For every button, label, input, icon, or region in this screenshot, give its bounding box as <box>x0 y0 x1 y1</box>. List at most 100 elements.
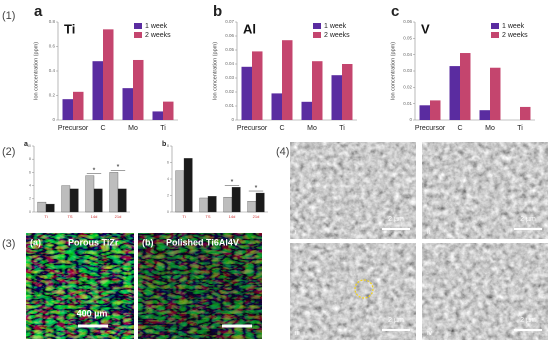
bar <box>37 201 47 213</box>
bar <box>152 111 163 120</box>
x-tick-label: 14d <box>229 214 236 219</box>
bar <box>271 93 282 120</box>
image-label: iv <box>427 330 433 337</box>
section-label: (3) <box>2 238 15 250</box>
scale-text: 2 µm <box>388 317 404 324</box>
y-tick-label: 0.4 <box>49 68 56 73</box>
x-tick-label: Ti <box>182 214 185 219</box>
x-tick-label: Precursor <box>58 125 89 132</box>
x-tick-label: C <box>279 125 284 132</box>
x-tick-label: 21d <box>115 214 122 219</box>
y-tick-label: 0.05 <box>403 36 412 41</box>
y-tick-label: 8 <box>29 157 31 161</box>
bar <box>490 67 501 120</box>
image-label: ii <box>427 229 431 236</box>
y-tick-label: 0.03 <box>225 75 234 80</box>
legend-label: 1 week <box>145 23 168 30</box>
bar <box>223 196 233 213</box>
bar <box>241 66 252 120</box>
sem-grid: i 2 µm ii 2 µm iii 2 µm iv 2 µm <box>290 142 548 340</box>
x-tick-label: TS <box>67 214 72 219</box>
element-label: V <box>421 21 430 36</box>
y-tick-label: 8 <box>167 144 169 148</box>
y-tick-label: 10 <box>27 144 31 148</box>
y-tick-label: 0.07 <box>225 19 234 24</box>
x-tick-label: 21d <box>253 214 260 219</box>
annotation: * <box>117 164 120 171</box>
y-tick-label: 4 <box>167 177 169 181</box>
y-tick-label: 6 <box>29 170 31 174</box>
x-tick-label: Precursor <box>237 125 268 132</box>
bar <box>247 201 257 213</box>
y-tick-label: 0 <box>231 117 234 122</box>
y-tick-label: 0.01 <box>403 101 412 106</box>
y-tick-label: 0.2 <box>49 93 56 98</box>
x-tick-label: Mo <box>485 125 495 132</box>
panel-label: a <box>24 141 28 148</box>
section-label: (2) <box>2 146 15 158</box>
bar <box>520 106 531 120</box>
legend-label: 2 weeks <box>502 32 528 39</box>
bar <box>103 29 114 121</box>
bar <box>122 88 133 120</box>
legend-label: 2 weeks <box>145 32 171 39</box>
annotation: * <box>93 168 96 175</box>
image <box>26 233 134 339</box>
panel-label: b <box>213 3 222 20</box>
bar <box>133 59 144 120</box>
y-tick-label: 0.6 <box>49 44 56 49</box>
bar <box>419 105 430 120</box>
bar <box>93 188 103 213</box>
x-tick-label: Ti <box>160 125 166 132</box>
bar <box>61 185 71 213</box>
image-label: (a) <box>30 237 41 247</box>
y-tick-label: 0.04 <box>225 61 234 66</box>
y-tick-label: 6 <box>167 160 169 164</box>
y-tick-label: 0 <box>29 210 31 214</box>
panel-label: a <box>34 3 43 20</box>
x-tick-label: 14d <box>91 214 98 219</box>
legend-swatch <box>491 23 499 29</box>
bar <box>231 187 241 213</box>
bar <box>117 188 127 213</box>
bar <box>460 53 471 120</box>
x-tick-label: Precursor <box>415 125 446 132</box>
y-tick-label: 0.02 <box>403 85 412 90</box>
legend-swatch <box>134 32 142 38</box>
bar <box>331 75 342 120</box>
y-tick-label: 0.06 <box>403 19 412 24</box>
x-tick-label: Ti <box>517 125 523 132</box>
y-axis-label: Ion concentration (ppm) <box>390 42 396 100</box>
annotation: * <box>231 179 234 186</box>
fluorescence-panel: (b) Polished Ti6Al4V <box>138 233 262 339</box>
bar <box>175 170 185 213</box>
y-tick-label: 0.04 <box>403 52 412 57</box>
scale-text: 400 µm <box>77 308 108 318</box>
bar <box>163 101 174 120</box>
annotation: * <box>255 185 258 192</box>
y-tick-label: 0 <box>409 117 412 122</box>
scale-text: 2 µm <box>388 216 404 223</box>
bar <box>109 172 119 213</box>
legend-label: 1 week <box>324 23 347 30</box>
bar <box>69 188 79 213</box>
image <box>138 233 262 339</box>
bar <box>207 196 217 213</box>
image-title: Porous TiZr <box>68 237 119 247</box>
image <box>422 142 548 239</box>
bar <box>62 99 73 120</box>
y-tick-label: 0.02 <box>225 89 234 94</box>
bar <box>479 110 490 120</box>
image <box>290 243 416 340</box>
panel-label: b <box>162 141 166 148</box>
section-label: (4) <box>276 146 289 158</box>
element-label: Al <box>243 21 256 36</box>
legend-label: 2 weeks <box>324 32 350 39</box>
legend-swatch <box>491 32 499 38</box>
y-tick-label: 2 <box>29 197 31 201</box>
bar <box>183 158 193 213</box>
y-tick-label: 0.03 <box>403 68 412 73</box>
fluorescence-panel: (a) Porous TiZr 400 µm <box>26 233 134 339</box>
x-tick-label: Mo <box>128 125 138 132</box>
y-tick-label: 0 <box>52 117 55 122</box>
